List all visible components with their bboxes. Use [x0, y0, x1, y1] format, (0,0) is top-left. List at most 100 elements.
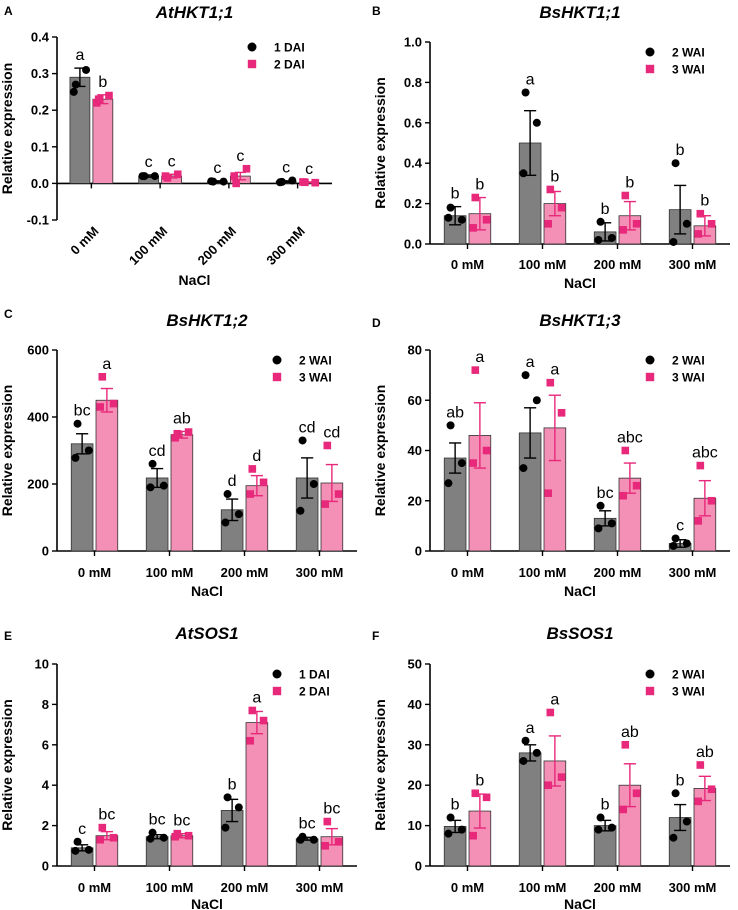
data-point [621, 446, 630, 455]
data-point [669, 541, 678, 550]
data-point [446, 421, 455, 430]
data-point [259, 716, 268, 725]
data-point [546, 185, 555, 194]
data-point [69, 87, 78, 96]
panel-letter: A [4, 4, 13, 18]
x-tick-label: 100 mM [126, 224, 170, 268]
y-tick-label: 0.6 [404, 115, 422, 130]
x-axis-label: NaCl [191, 583, 223, 599]
significance-letter: bc [299, 816, 316, 833]
x-tick-label: 200 mM [594, 257, 642, 272]
significance-letter: abc [692, 445, 718, 462]
significance-letter: ab [446, 404, 464, 421]
panel-letter: B [372, 4, 381, 18]
data-point [482, 446, 491, 455]
y-tick-label: 80 [408, 343, 422, 358]
significance-letter: b [228, 776, 237, 793]
legend-marker [272, 686, 282, 696]
x-tick-label: 200 mM [195, 224, 239, 268]
significance-letter: cd [299, 419, 316, 436]
significance-letter: a [475, 349, 484, 366]
data-point [469, 224, 477, 232]
y-tick-label: 0.8 [404, 75, 422, 90]
data-point [469, 831, 477, 840]
data-point [594, 825, 603, 834]
x-tick-label: 300 mM [669, 880, 717, 895]
data-point [532, 118, 541, 127]
data-point [546, 378, 555, 387]
y-tick-label: 1.0 [404, 35, 422, 50]
data-point [482, 793, 491, 802]
data-point [242, 164, 251, 173]
chart-title: BsHKT1;2 [166, 311, 248, 330]
data-point [446, 813, 455, 822]
x-tick-label: 100 mM [146, 880, 194, 895]
data-point [632, 220, 641, 228]
y-tick-label: 0.0 [31, 176, 49, 191]
significance-letter: bc [173, 813, 190, 830]
data-point [230, 172, 239, 180]
data-point [544, 220, 552, 228]
data-point [148, 459, 157, 468]
significance-letter: c [236, 148, 244, 165]
x-tick-label: 100 mM [146, 565, 194, 580]
x-tick-label: 300 mM [263, 224, 307, 268]
data-point [607, 233, 616, 242]
data-point [696, 761, 705, 769]
data-point [557, 773, 566, 781]
panel-letter: D [372, 316, 381, 330]
data-point [544, 489, 552, 498]
data-point [150, 172, 159, 181]
y-axis-label: Relative expression [372, 385, 388, 517]
data-point [669, 237, 678, 246]
data-point [276, 178, 285, 187]
chart-title: BsSOS1 [546, 624, 613, 643]
significance-letter: b [451, 797, 460, 814]
significance-letter: bc [149, 812, 166, 829]
significance-letter: b [676, 772, 685, 789]
y-tick-label: 40 [408, 697, 422, 712]
y-axis-label: Relative expression [0, 385, 15, 517]
x-axis-label: NaCl [564, 275, 596, 291]
data-point [321, 842, 329, 850]
panel-letter: C [4, 307, 13, 321]
y-tick-label: 400 [27, 410, 49, 425]
panel-f: F BsSOS1 Relative expression 0 10 20 30 40 50 0 m… [372, 624, 730, 910]
y-tick-label: 0.2 [404, 196, 422, 211]
chart-title: BsHKT1;3 [539, 311, 621, 330]
panel-d: D BsHKT1;3 Relative expression 0 20 40 60 80 0 m… [372, 311, 730, 599]
x-tick-label: 300 mM [296, 880, 344, 895]
y-tick-label: 4 [42, 778, 50, 793]
significance-letter: a [526, 720, 535, 737]
data-point [84, 446, 93, 455]
x-tick-label: 200 mM [594, 880, 642, 895]
x-tick-label: 200 mM [221, 880, 269, 895]
data-point [632, 789, 641, 798]
data-point [334, 490, 343, 498]
significance-letter: bc [597, 485, 614, 502]
data-point [223, 793, 232, 802]
legend-label: 3 WAI [672, 63, 705, 77]
y-tick-label: 6 [42, 737, 49, 752]
x-tick-label: 200 mM [221, 565, 269, 580]
data-point [696, 209, 705, 218]
legend-marker [247, 42, 257, 52]
data-point [707, 496, 716, 505]
data-point [221, 518, 230, 527]
data-point [671, 789, 680, 798]
y-tick-label: 10 [35, 657, 49, 672]
data-point [596, 501, 605, 510]
data-point [146, 483, 155, 492]
legend-label: 2 WAI [299, 354, 332, 368]
y-tick-label: 0.0 [404, 237, 422, 252]
x-tick-label: 0 mM [451, 565, 484, 580]
data-point [223, 490, 232, 499]
panel-a: A AtHKT1;1 Relative expression -0.1 0.0 0.1 0.… [0, 3, 332, 288]
data-point [309, 835, 318, 844]
data-point [457, 459, 466, 468]
data-point [92, 99, 101, 107]
legend-label: 3 WAI [672, 685, 705, 699]
bar [518, 752, 542, 867]
x-axis-label: NaCl [191, 896, 223, 910]
panel-letter: F [372, 629, 379, 643]
